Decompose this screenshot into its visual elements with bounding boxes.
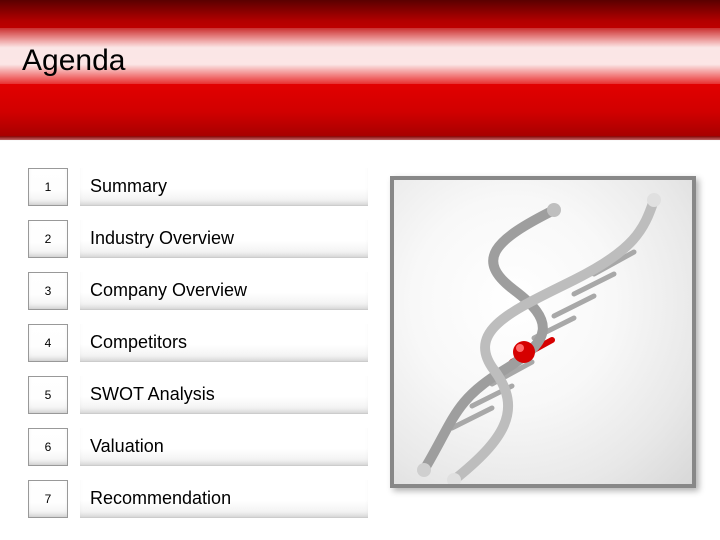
- agenda-item: 7 Recommendation: [28, 480, 368, 518]
- agenda-item: 6 Valuation: [28, 428, 368, 466]
- agenda-label: Summary: [80, 168, 368, 206]
- agenda-item: 3 Company Overview: [28, 272, 368, 310]
- agenda-list: 1 Summary 2 Industry Overview 3 Company …: [28, 168, 368, 532]
- agenda-label: Company Overview: [80, 272, 368, 310]
- dna-helix-icon: [394, 180, 694, 486]
- agenda-label: Competitors: [80, 324, 368, 362]
- agenda-number: 1: [28, 168, 68, 206]
- agenda-number: 6: [28, 428, 68, 466]
- image-panel: [390, 176, 696, 488]
- header-banner: Agenda: [0, 0, 720, 140]
- agenda-item: 5 SWOT Analysis: [28, 376, 368, 414]
- agenda-item: 2 Industry Overview: [28, 220, 368, 258]
- agenda-number: 3: [28, 272, 68, 310]
- agenda-number: 4: [28, 324, 68, 362]
- agenda-label: Valuation: [80, 428, 368, 466]
- agenda-number: 2: [28, 220, 68, 258]
- page-title: Agenda: [22, 44, 125, 78]
- agenda-number: 5: [28, 376, 68, 414]
- agenda-item: 4 Competitors: [28, 324, 368, 362]
- agenda-label: Recommendation: [80, 480, 368, 518]
- agenda-label: Industry Overview: [80, 220, 368, 258]
- agenda-number: 7: [28, 480, 68, 518]
- agenda-label: SWOT Analysis: [80, 376, 368, 414]
- agenda-item: 1 Summary: [28, 168, 368, 206]
